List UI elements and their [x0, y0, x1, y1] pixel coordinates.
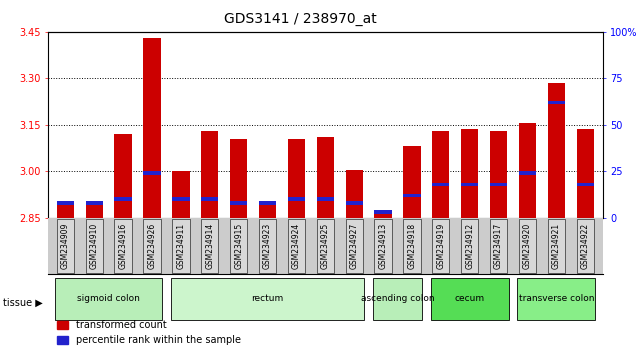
Text: cecum: cecum: [454, 294, 485, 303]
Text: GSM234915: GSM234915: [234, 223, 243, 269]
Text: GSM234921: GSM234921: [552, 223, 561, 269]
Bar: [576, 183, 594, 186]
Bar: [431, 278, 509, 320]
Bar: [519, 171, 536, 175]
Bar: [576, 219, 594, 273]
Bar: [374, 212, 392, 218]
Bar: [519, 219, 536, 273]
Bar: [201, 131, 219, 218]
Text: GSM234913: GSM234913: [379, 223, 388, 269]
Legend: transformed count, percentile rank within the sample: transformed count, percentile rank withi…: [53, 316, 245, 349]
Text: GSM234911: GSM234911: [176, 223, 185, 269]
Bar: [547, 101, 565, 104]
Bar: [432, 131, 449, 218]
Bar: [317, 219, 334, 273]
Bar: [144, 38, 161, 218]
Bar: [403, 194, 420, 197]
Bar: [259, 201, 276, 205]
Bar: [374, 219, 392, 273]
Bar: [547, 219, 565, 273]
Bar: [373, 278, 422, 320]
Bar: [171, 278, 364, 320]
Bar: [461, 219, 478, 273]
Bar: [172, 198, 190, 201]
Bar: [201, 198, 219, 201]
Bar: [288, 139, 305, 218]
Text: GSM234914: GSM234914: [205, 223, 214, 269]
Bar: [345, 170, 363, 218]
Text: GSM234919: GSM234919: [437, 223, 445, 269]
Bar: [403, 219, 420, 273]
Bar: [547, 83, 565, 218]
Bar: [144, 171, 161, 175]
Bar: [490, 219, 507, 273]
Bar: [432, 219, 449, 273]
Text: GSM234922: GSM234922: [581, 223, 590, 269]
Text: GSM234925: GSM234925: [320, 223, 330, 269]
Text: GSM234910: GSM234910: [90, 223, 99, 269]
Text: GSM234927: GSM234927: [350, 223, 359, 269]
Bar: [345, 201, 363, 205]
Bar: [230, 219, 247, 273]
Bar: [172, 219, 190, 273]
Text: GSM234926: GSM234926: [147, 223, 156, 269]
Bar: [288, 219, 305, 273]
Text: GSM234909: GSM234909: [61, 223, 70, 269]
Bar: [86, 219, 103, 273]
Text: GSM234920: GSM234920: [523, 223, 532, 269]
Text: tissue ▶: tissue ▶: [3, 298, 43, 308]
Bar: [374, 211, 392, 214]
Bar: [57, 204, 74, 218]
Bar: [490, 131, 507, 218]
Text: GSM234912: GSM234912: [465, 223, 474, 269]
Bar: [288, 198, 305, 201]
Bar: [259, 219, 276, 273]
Bar: [55, 278, 162, 320]
Bar: [519, 123, 536, 218]
Bar: [230, 201, 247, 205]
Bar: [57, 219, 74, 273]
Bar: [576, 130, 594, 218]
Bar: [144, 219, 161, 273]
Bar: [259, 204, 276, 218]
Text: sigmoid colon: sigmoid colon: [78, 294, 140, 303]
Bar: [461, 183, 478, 186]
Text: transverse colon: transverse colon: [519, 294, 594, 303]
Bar: [115, 198, 132, 201]
Text: GDS3141 / 238970_at: GDS3141 / 238970_at: [224, 12, 377, 27]
Bar: [57, 201, 74, 205]
Bar: [317, 198, 334, 201]
Text: GSM234923: GSM234923: [263, 223, 272, 269]
Bar: [86, 201, 103, 205]
Bar: [115, 219, 132, 273]
Bar: [403, 147, 420, 218]
Text: ascending colon: ascending colon: [361, 294, 435, 303]
Bar: [345, 219, 363, 273]
Bar: [461, 130, 478, 218]
Text: GSM234917: GSM234917: [494, 223, 503, 269]
Text: GSM234916: GSM234916: [119, 223, 128, 269]
Bar: [490, 183, 507, 186]
Bar: [317, 137, 334, 218]
Bar: [115, 134, 132, 218]
Bar: [201, 219, 219, 273]
Bar: [517, 278, 595, 320]
Bar: [172, 171, 190, 218]
Bar: [432, 183, 449, 186]
Text: GSM234918: GSM234918: [408, 223, 417, 269]
Bar: [230, 139, 247, 218]
Text: rectum: rectum: [251, 294, 284, 303]
Text: GSM234924: GSM234924: [292, 223, 301, 269]
Bar: [86, 204, 103, 218]
